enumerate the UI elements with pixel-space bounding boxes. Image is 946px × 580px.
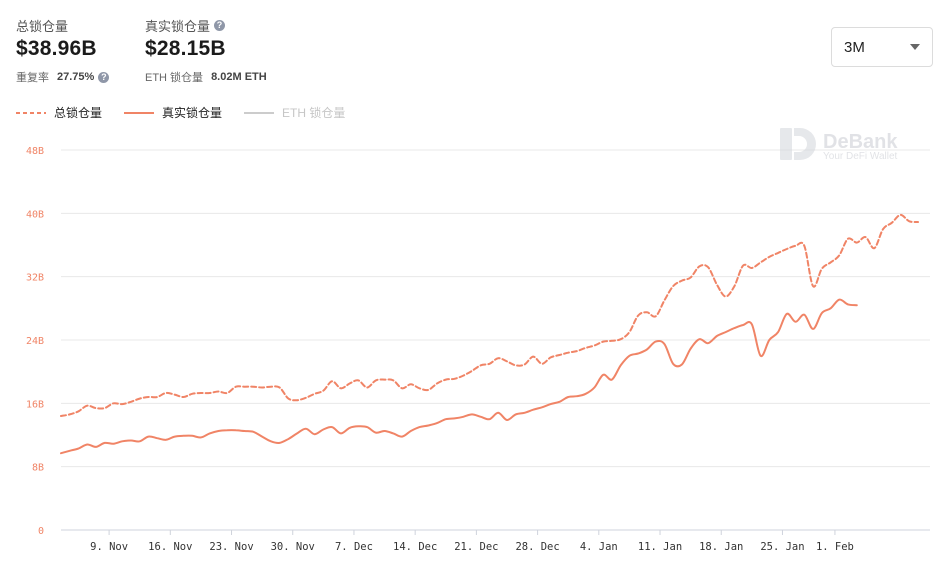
x-tick-label: 1. Feb [816,541,854,553]
series-layer [60,213,919,455]
help-icon[interactable]: ? [214,20,226,31]
real-locked-label-row: 真实锁仓量 ? [145,16,267,35]
x-tick-label: 18. Jan [699,541,743,553]
legend-label-eth: ETH 锁仓量 [282,106,346,120]
watermark-brand: DeBank [823,131,898,153]
x-tick-label: 14. Dec [393,541,437,553]
legend-label-real: 真实锁仓量 [162,106,223,120]
total-locked-label: 总锁仓量 [16,19,69,34]
real-locked-value: $28.15B [145,37,226,60]
eth-locked-value: 8.02M ETH [211,71,267,83]
debank-watermark: DeBank Your DeFi Wallet [780,128,898,162]
y-tick-label: 24B [26,336,44,347]
series-line-total-locked [60,213,919,417]
time-range-select[interactable]: 3M [831,27,933,67]
duplication-rate-label: 重复率 [16,72,49,84]
dashed-line-icon [16,111,46,114]
legend-label-total: 总锁仓量 [54,106,103,120]
solid-line-icon [244,111,275,114]
debank-logo-icon [780,128,816,160]
y-tick-label: 32B [26,273,44,284]
real-locked-stat: 真实锁仓量 ? $28.15B ETH 锁仓量 8.02M ETH [145,16,267,85]
legend-item-real[interactable]: 真实锁仓量 [124,104,222,121]
y-tick-label: 40B [26,209,44,220]
legend-item-eth[interactable]: ETH 锁仓量 [244,104,345,121]
y-tick-label: 16B [26,399,44,410]
x-tick-label: 25. Jan [760,541,804,553]
eth-locked-label: ETH 锁仓量 [145,72,204,84]
time-range-value: 3M [844,38,865,56]
chevron-down-icon [910,44,920,50]
x-tick-label: 16. Nov [148,541,192,553]
x-tick-label: 23. Nov [209,541,253,553]
axis-layer: 0 8B 16B 24B 32B 40B 48B 9. Nov 16. Nov 23. Nov 30… [26,146,854,553]
y-tick-label: 0 [38,526,44,537]
y-tick-label: 48B [26,146,44,157]
series-line-real-locked [60,298,858,455]
total-locked-value: $38.96B [16,37,97,60]
x-tick-label: 21. Dec [454,541,498,553]
duplication-rate-value: 27.75% [57,71,95,83]
x-tick-label: 11. Jan [638,541,682,553]
eth-locked: ETH 锁仓量 8.02M ETH [145,69,267,85]
x-tick-label: 30. Nov [271,541,315,553]
x-tick-label: 9. Nov [90,541,128,553]
help-icon[interactable]: ? [98,71,110,83]
chart-legend: 总锁仓量 真实锁仓量 ETH 锁仓量 [16,104,345,121]
solid-line-icon [124,111,155,114]
x-tick-label: 7. Dec [335,541,373,553]
legend-item-total[interactable]: 总锁仓量 [16,104,102,121]
duplication-rate: 重复率 27.75% ? [16,69,110,85]
total-locked-stat: 总锁仓量 $38.96B 重复率 27.75% ? [16,16,110,85]
x-tick-label: 28. Dec [515,541,559,553]
y-tick-label: 8B [32,463,44,474]
real-locked-label: 真实锁仓量 [145,19,211,34]
watermark-tagline: Your DeFi Wallet [823,151,898,162]
x-tick-label: 4. Jan [580,541,618,553]
grid-layer [61,149,930,531]
